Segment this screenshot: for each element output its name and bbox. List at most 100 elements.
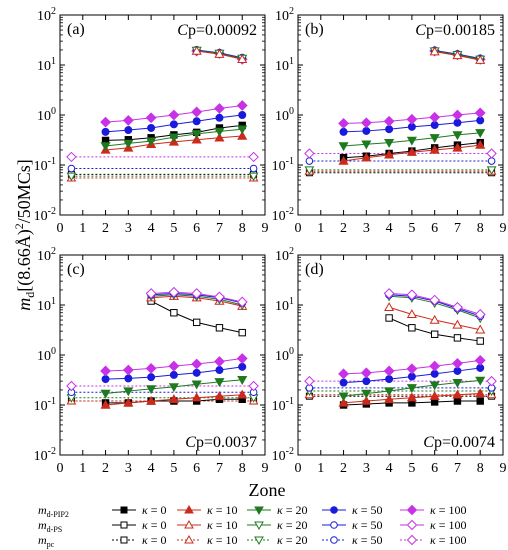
pip2-point-kappa-100: [452, 109, 463, 121]
x-tick-label: 2: [102, 461, 109, 476]
pip2-point-kappa-20: [146, 385, 157, 395]
pip2-point-kappa-100: [100, 116, 111, 128]
pip2-point-kappa-50: [215, 366, 224, 375]
ps-point-kappa-0: [385, 314, 393, 322]
pc-marker-kappa-50: [305, 157, 314, 165]
y-tick-label: 101: [37, 56, 56, 74]
pip2-point-kappa-20: [214, 378, 225, 388]
pip2-point-kappa-100: [145, 362, 157, 374]
pip2-point-kappa-100: [429, 360, 441, 372]
x-tick-label: 4: [148, 461, 155, 476]
x-tick-label: 8: [477, 221, 484, 236]
y-tick-label: 10-1: [272, 156, 294, 174]
ps-point-kappa-0: [238, 328, 246, 337]
pip2-point-kappa-10: [384, 149, 395, 159]
pip2-point-kappa-100: [406, 113, 418, 125]
ps-point-kappa-10: [452, 50, 463, 60]
pip2-point-kappa-20: [384, 387, 395, 397]
pc-marker-kappa-50: [249, 164, 258, 173]
pc-marker-kappa-20: [248, 172, 259, 182]
chart-panel-4: 0 1 2 3 4 5 6 7 8 9 10-2 10-1 100 101 102 (d) Cp=0.0074: [272, 246, 507, 476]
x-tick-label: 8: [239, 221, 246, 236]
x-tick-label: 0: [57, 461, 64, 476]
ps-point-kappa-100: [383, 288, 395, 299]
x-tick-label: 1: [79, 461, 86, 476]
pip2-point-kappa-100: [122, 114, 134, 126]
pip2-point-kappa-10: [361, 152, 372, 162]
pip2-point-kappa-20: [100, 389, 111, 399]
pip2-point-kappa-50: [339, 127, 348, 136]
cp-label: Cp=0.0074: [423, 434, 495, 451]
x-tick-label: 0: [295, 221, 302, 236]
x-tick-label: 7: [216, 461, 223, 476]
x-tick-label: 6: [193, 221, 200, 236]
pip2-point-kappa-100: [406, 363, 418, 375]
ps-point-kappa-0: [408, 324, 416, 332]
pip2-point-kappa-50: [124, 374, 133, 383]
pip2-point-kappa-50: [362, 377, 371, 386]
x-tick-label: 7: [216, 221, 223, 236]
pip2-point-kappa-100: [168, 360, 180, 372]
pip2-point-kappa-100: [145, 112, 157, 124]
y-tick-label: 10-1: [34, 156, 56, 174]
pip2-point-kappa-50: [339, 378, 348, 387]
pc-marker-kappa-20: [486, 166, 497, 175]
pip2-point-kappa-100: [236, 100, 248, 111]
pip2-point-kappa-10: [429, 144, 440, 154]
x-tick-label: 0: [57, 221, 64, 236]
pc-marker-kappa-50: [487, 157, 496, 165]
y-tick-label: 10-2: [272, 206, 294, 224]
legend-entry-label: κ = 10: [207, 518, 238, 532]
pip2-point-kappa-100: [338, 368, 349, 380]
y-tick-label: 101: [275, 296, 294, 314]
pip2-point-kappa-20: [237, 125, 248, 135]
pip2-point-kappa-100: [214, 356, 225, 367]
y-tick-label: 100: [275, 106, 294, 124]
pip2-point-kappa-20: [100, 142, 111, 152]
pip2-point-kappa-10: [429, 390, 440, 400]
pip2-point-kappa-20: [429, 381, 440, 391]
pip2-point-kappa-100: [360, 367, 372, 379]
x-tick-label: 4: [386, 461, 393, 476]
pip2-point-kappa-0: [453, 397, 462, 405]
legend-entry-label: κ = 0: [142, 533, 167, 547]
pip2-point-kappa-10: [338, 397, 349, 407]
legend-marker-kappa-0: [120, 521, 128, 529]
pip2-point-kappa-10: [123, 397, 134, 407]
x-tick-label: 6: [193, 461, 200, 476]
pip2-point-kappa-50: [362, 126, 371, 135]
pc-marker-kappa-100: [66, 380, 77, 392]
pip2-point-kappa-20: [191, 130, 202, 140]
plot-frame: [297, 254, 504, 456]
legend-marker-kappa-0: [120, 506, 128, 514]
pip2-point-kappa-10: [237, 130, 248, 140]
pip2-point-kappa-10: [452, 142, 463, 152]
pip2-point-kappa-50: [192, 117, 201, 126]
ps-point-kappa-10: [191, 45, 202, 55]
ps-point-kappa-10: [475, 54, 486, 64]
pip2-point-kappa-20: [237, 376, 248, 385]
y-axis-label-text: md[(8.66Å)2/50MCs]: [12, 159, 37, 311]
pip2-point-kappa-20: [146, 137, 157, 147]
pc-marker-kappa-100: [66, 151, 77, 163]
legend-marker-kappa-0: [120, 536, 128, 544]
ps-point-kappa-100: [406, 289, 418, 301]
ps-point-kappa-100: [214, 291, 225, 303]
cp-label: Cp=0.0037: [185, 434, 257, 451]
x-tick-label: 9: [262, 221, 269, 236]
x-tick-label: 5: [170, 221, 177, 236]
ps-point-kappa-100: [429, 294, 441, 306]
panel-label: (b): [305, 21, 324, 38]
pip2-point-kappa-20: [338, 392, 349, 402]
ps-point-kappa-100: [236, 296, 248, 308]
pip2-point-kappa-20: [168, 383, 179, 393]
pip2-point-kappa-20: [214, 127, 225, 137]
y-tick-label: 100: [37, 346, 56, 364]
pip2-point-kappa-20: [452, 131, 463, 141]
legend-entry-label: κ = 100: [430, 518, 467, 532]
legend-marker-kappa-20: [254, 506, 264, 516]
x-tick-label: 5: [408, 461, 415, 476]
pip2-point-kappa-50: [385, 125, 394, 134]
legend-entry-label: κ = 0: [142, 503, 167, 517]
y-tick-label: 10-1: [34, 396, 56, 414]
